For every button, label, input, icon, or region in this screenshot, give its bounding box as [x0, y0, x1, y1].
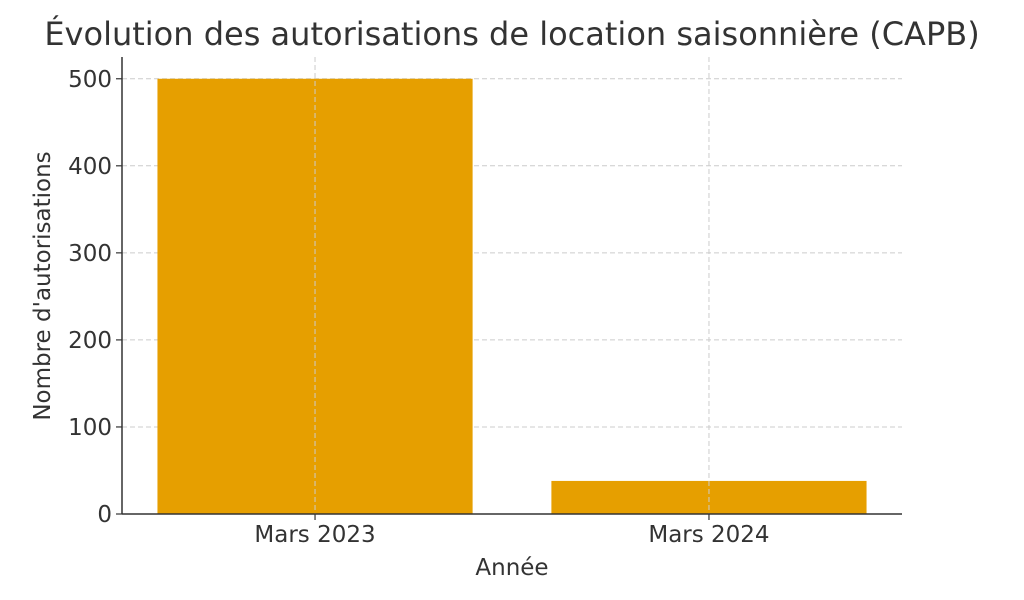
bar	[157, 78, 473, 514]
x-tick-label: Mars 2024	[648, 522, 769, 548]
x-tick-label: Mars 2023	[254, 522, 375, 548]
y-tick-label: 300	[68, 241, 112, 267]
y-axis-label: Nombre d'autorisations	[30, 151, 56, 420]
axes: 0 100 200 300 400 500 Mars 2023 Mars 2024	[68, 57, 902, 548]
y-tick-label: 0	[97, 502, 112, 528]
y-tick-label: 200	[68, 328, 112, 354]
x-axis-label: Année	[475, 555, 548, 581]
y-tick-label: 400	[68, 154, 112, 180]
y-tick-label: 100	[68, 415, 112, 441]
chart-title: Évolution des autorisations de location …	[44, 15, 979, 53]
bars	[157, 57, 867, 514]
y-tick-label: 500	[68, 67, 112, 93]
